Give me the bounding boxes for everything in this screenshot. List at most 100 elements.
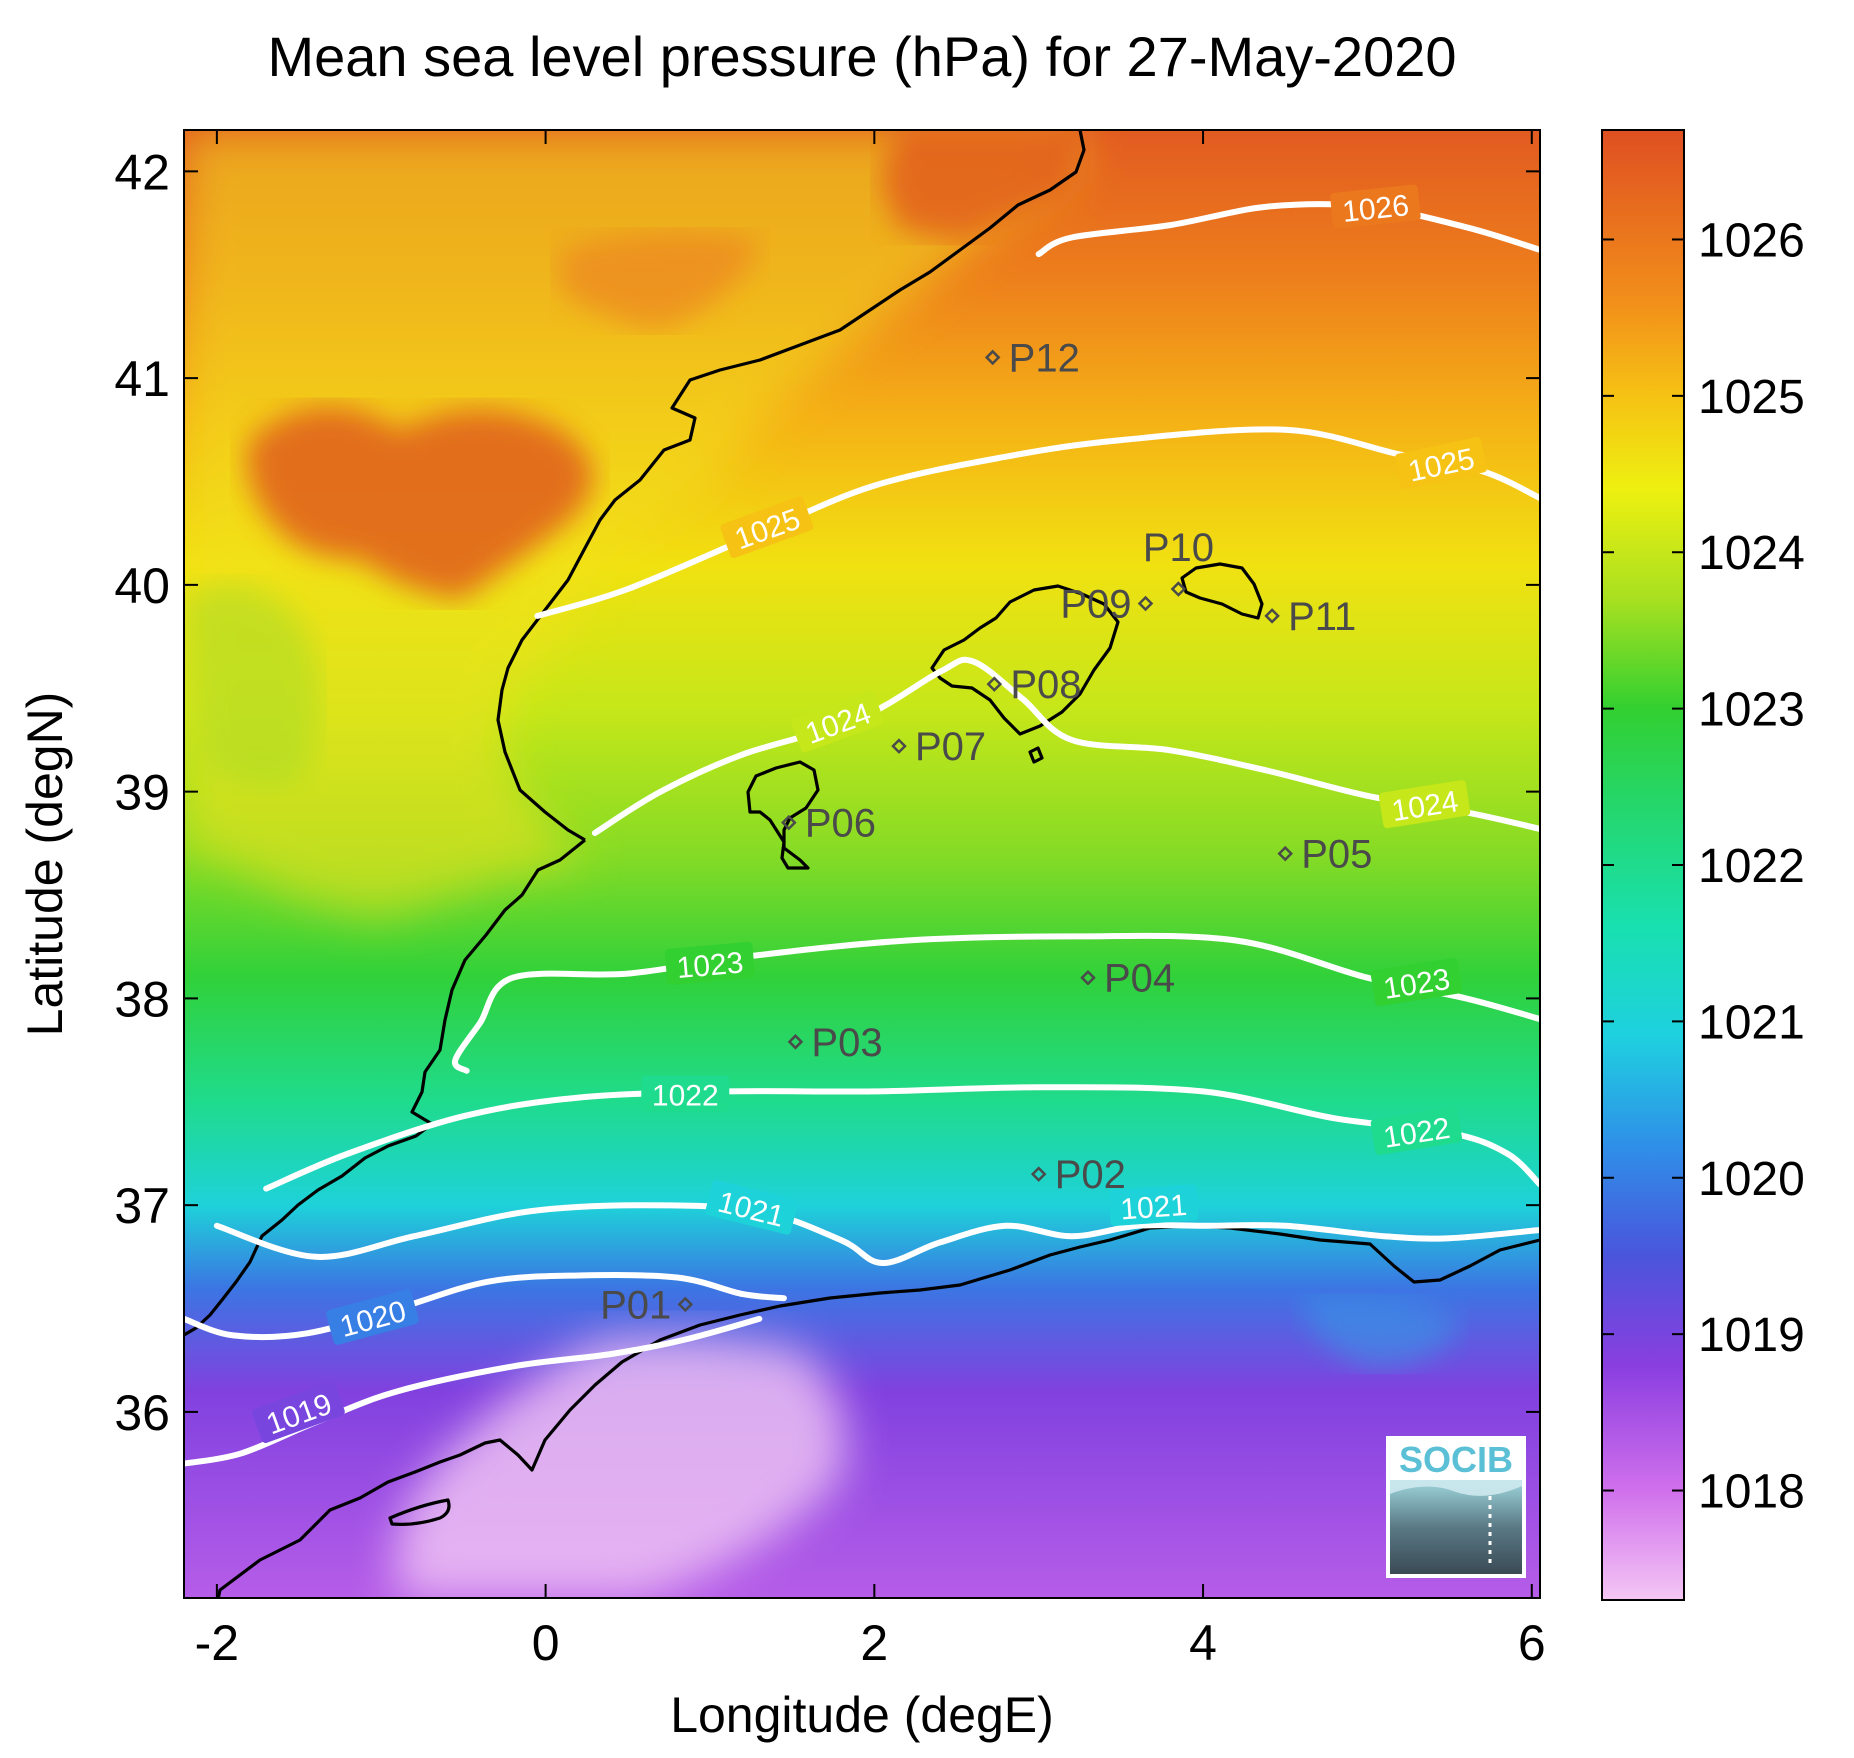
meseta-high-pressure xyxy=(247,407,593,600)
colorbar: 1018 1019 1020 1021 1022 1023 1024 1025 1026 xyxy=(1601,129,1805,1601)
alboran-island xyxy=(388,1498,451,1526)
isobar-label-group: 1026 xyxy=(1330,184,1421,229)
isobar-label-gap xyxy=(791,690,884,753)
north-africa-coast xyxy=(216,1224,1540,1598)
isobar-label-gap xyxy=(641,1075,730,1112)
y-tick-label: 41 xyxy=(114,351,170,407)
y-axis-label: Latitude (degN) xyxy=(17,692,73,1037)
colorbar-tick-label: 1024 xyxy=(1698,527,1805,580)
y-tick-label: 40 xyxy=(114,558,170,614)
y-tick-label: 39 xyxy=(114,765,170,821)
coastline xyxy=(184,130,1540,1598)
x-tick-label: 6 xyxy=(1518,1615,1546,1671)
station-label-p01: P01 xyxy=(600,1283,671,1327)
isobar-1019 xyxy=(184,1315,763,1467)
station-marker-p05 xyxy=(1277,845,1294,862)
colorbar-ticks: 1018 1019 1020 1021 1022 1023 1024 1025 1026 xyxy=(1602,214,1805,1519)
land-shading xyxy=(184,130,1460,1598)
station-marker-p08 xyxy=(986,676,1003,692)
colorbar-tick-label: 1020 xyxy=(1698,1153,1805,1206)
cabrera-coast xyxy=(1028,746,1044,764)
station-label-p08: P08 xyxy=(1010,663,1081,707)
station-label-p05: P05 xyxy=(1301,833,1372,877)
colorbar-tick-label: 1023 xyxy=(1698,684,1805,737)
north-africa-low-pressure xyxy=(395,1336,845,1598)
colorbar-gradient xyxy=(1601,129,1685,1601)
station-marker-p07 xyxy=(891,738,907,754)
colorbar-tick-label: 1018 xyxy=(1698,1466,1805,1519)
x-tick-label: 0 xyxy=(532,1615,560,1671)
menorca-coast xyxy=(1180,562,1264,620)
colorbar-tick-label: 1025 xyxy=(1698,371,1805,424)
x-tick-label: 2 xyxy=(860,1615,888,1671)
y-tick-label: 37 xyxy=(114,1178,170,1234)
isobar-label-gap xyxy=(1370,957,1463,1007)
isobar-1020 xyxy=(184,1272,787,1340)
station-marker-p01 xyxy=(677,1296,694,1313)
isobar-1023 xyxy=(451,932,1540,1074)
isobar-label-group: 1021 xyxy=(1108,1184,1199,1227)
y-tick-label: 38 xyxy=(114,971,170,1027)
isobar-1026 xyxy=(1035,201,1540,258)
ibiza-coast xyxy=(746,760,820,870)
station-points: P01 P02 P03 P04 P05 P06 P07 P08 P09 P10 P11 P12 xyxy=(600,336,1372,1327)
isobar-label-gap xyxy=(1394,437,1488,490)
station-label-p09: P09 xyxy=(1060,582,1131,626)
x-axis: -2 0 2 4 6 xyxy=(195,130,1546,1671)
isobar-1024 xyxy=(591,656,1540,836)
y-tick-label: 36 xyxy=(114,1385,170,1441)
chart-title: Mean sea level pressure (hPa) for 27-May… xyxy=(267,25,1456,88)
station-marker-p04 xyxy=(1080,969,1096,986)
socib-logo: SOCIB xyxy=(1386,1436,1526,1578)
isobar-label-gap xyxy=(1330,184,1421,229)
isobar-label-group: 1022 xyxy=(1370,1106,1463,1155)
station-label-p03: P03 xyxy=(811,1021,882,1065)
station-label-p06: P06 xyxy=(805,802,876,846)
logo-text: SOCIB xyxy=(1399,1439,1513,1480)
station-label-p10: P10 xyxy=(1143,526,1214,570)
station-label-p12: P12 xyxy=(1009,336,1080,380)
station-marker-p06 xyxy=(781,814,797,831)
mallorca-coast xyxy=(930,584,1120,736)
isobar-label: 1026 xyxy=(1341,189,1411,229)
x-tick-label: -2 xyxy=(195,1615,239,1671)
isobar-label-gap xyxy=(664,941,755,985)
station-marker-p12 xyxy=(984,349,1001,366)
isobar-label-group: 1023 xyxy=(1370,957,1463,1007)
colorbar-tick-label: 1022 xyxy=(1698,840,1805,893)
logo-wave xyxy=(1390,1480,1522,1496)
station-marker-p11 xyxy=(1264,608,1280,624)
isobar-label-gap xyxy=(720,496,814,558)
isobar-label-gap xyxy=(326,1289,419,1345)
station-marker-p02 xyxy=(1030,1166,1047,1182)
colorbar-tick-label: 1026 xyxy=(1698,214,1805,267)
plot-frame xyxy=(183,129,1541,1599)
isobar-label-gap xyxy=(1108,1184,1199,1226)
station-label-p07: P07 xyxy=(915,725,986,769)
isobar-label: 1021 xyxy=(1119,1189,1188,1227)
station-label-p02: P02 xyxy=(1055,1153,1126,1197)
isobar-label: 1022 xyxy=(652,1080,719,1113)
station-label-p04: P04 xyxy=(1104,957,1175,1001)
logo-wave-image xyxy=(1390,1480,1522,1574)
ebro-high-pressure xyxy=(560,232,760,330)
station-label-p11: P11 xyxy=(1288,595,1356,639)
isobar-label-group: 1023 xyxy=(664,941,755,985)
inland-green-area xyxy=(184,584,320,787)
isobar-1021 xyxy=(213,1202,1540,1267)
isobar-label-gap xyxy=(1378,780,1471,829)
station-marker-p10 xyxy=(1170,581,1187,597)
isobar-label-group: 1022 xyxy=(641,1075,730,1113)
y-axis: 36 37 38 39 40 41 42 xyxy=(114,144,1540,1441)
isobar-label-gap xyxy=(252,1381,345,1443)
x-tick-label: 4 xyxy=(1189,1615,1217,1671)
pyrenees-high-pressure xyxy=(880,130,1080,240)
station-marker-p03 xyxy=(787,1034,804,1050)
colorbar-tick-label: 1021 xyxy=(1698,996,1805,1049)
colorbar-tick-label: 1019 xyxy=(1698,1309,1805,1362)
blue-patch xyxy=(1300,1297,1460,1370)
